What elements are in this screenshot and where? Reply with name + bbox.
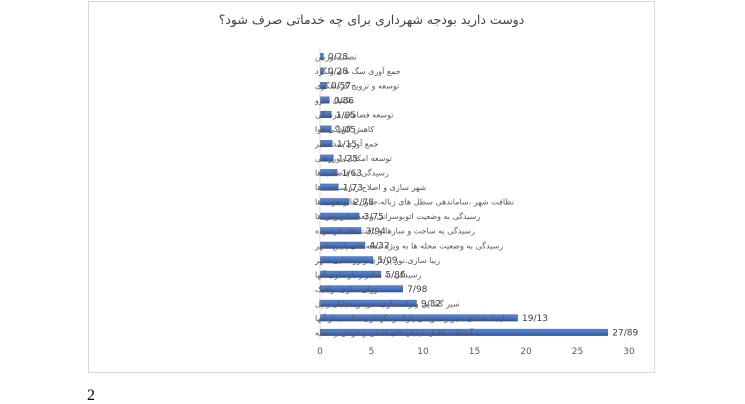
bar: [320, 67, 324, 75]
category-label: آسفالت کامل خیابان های اصلی و فرعی و محل…: [315, 327, 474, 337]
x-tick-label: 25: [572, 347, 583, 357]
category-label: زیبا سازی،نور پردازی و روشنایی شهر: [314, 256, 440, 265]
category-label: تکمیل مترو: [314, 96, 352, 105]
x-tick-label: 30: [623, 347, 635, 357]
data-label: 27/89: [612, 329, 638, 339]
axis-layer: 0 5 10 15 20 25 30: [317, 49, 635, 357]
category-label: کاهش آلودگی هوا: [315, 124, 374, 134]
bar: [320, 285, 403, 293]
data-label: 1/63: [342, 169, 362, 179]
category-label: سیر گشایی و راه سازی،تعریض خیابان و پل: [315, 298, 460, 308]
category-label: رسیدگی به فاضلاب ها: [315, 168, 389, 178]
bar: [320, 169, 338, 177]
bar: [320, 125, 332, 133]
x-tick-label: 15: [469, 347, 480, 357]
bar: [320, 299, 417, 307]
data-label: 0/86: [334, 96, 354, 106]
category-label: نصب دوربین: [315, 53, 357, 62]
data-label: 0/57: [331, 82, 351, 92]
data-label: 1/15: [337, 140, 357, 150]
x-tick-label: 20: [520, 347, 532, 357]
bar: [320, 96, 330, 104]
bar: [320, 256, 374, 264]
data-label: 0/28: [328, 53, 348, 63]
bar: [320, 212, 360, 220]
category-label: ایجاد فضای سبز و تفریحی،پارک و نگهداری م…: [315, 313, 504, 323]
chart-title: دوست دارید بودجه شهرداری برای چه خدماتی …: [218, 12, 525, 27]
bars-layer: [320, 53, 608, 336]
category-label: روان سازی ترافیک: [315, 285, 378, 294]
data-label: 5/09: [377, 256, 397, 266]
bar: [320, 154, 334, 162]
x-tick-label: 0: [317, 347, 323, 357]
category-label: رسیدگی به وضعیت اتوبوسرانی و تعداد اتوبو…: [315, 211, 480, 221]
data-label: 4/32: [369, 241, 389, 251]
data-label: 7/98: [407, 285, 427, 295]
bar: [320, 82, 327, 89]
data-label: 9/32: [421, 300, 441, 310]
data-label: 19/13: [522, 314, 548, 324]
data-label: 3/75: [364, 212, 384, 222]
data-label: 0/28: [328, 67, 348, 77]
bar: [320, 140, 333, 148]
category-label: جمع آوری سگ های ولگرد: [315, 66, 401, 76]
category-label: رسیدگی به معابر و بازسازی آنها: [315, 269, 421, 279]
data-label: 5/86: [385, 271, 405, 281]
bar: [320, 270, 382, 278]
x-tick-label: 5: [369, 347, 375, 357]
bar: [320, 227, 362, 235]
page-number: 2: [87, 387, 95, 404]
bar: [320, 111, 332, 119]
category-label: توسعه و ترویج گردشگری: [315, 81, 399, 91]
category-label: رسیدگی به وضعیت محله ها به ویژه محله های…: [314, 240, 503, 250]
bar: [320, 314, 518, 322]
category-label: رسیدگی به ساخت و سازها و بافت های فرسوده: [315, 226, 475, 236]
category-label: جمع آوری سد معبر: [314, 139, 379, 149]
data-label: 1/25: [338, 154, 358, 164]
bar: [320, 53, 324, 60]
bar: [320, 198, 350, 206]
bar: [320, 241, 366, 249]
data-label: 2/78: [354, 198, 374, 208]
data-label: 3/94: [366, 227, 386, 237]
category-label: توسعه امکانات ورزشی: [315, 154, 392, 163]
bar: [320, 183, 339, 191]
x-tick-label: 10: [417, 347, 429, 357]
category-label: نظافت شهر ،ساماندهی سطل های زباله،جدول ه…: [315, 198, 514, 207]
data-label: 1/05: [336, 125, 356, 135]
data-label: 1/05: [336, 111, 356, 121]
category-label: توسعه فضاهای فرهنگی: [315, 110, 393, 120]
category-label: شهر سازی و اصلاح زیر ساخت ها: [315, 183, 427, 192]
chart-frame: دوست دارید بودجه شهرداری برای چه خدماتی …: [88, 1, 655, 373]
data-label: 1/73: [343, 183, 363, 193]
bar: [320, 328, 608, 336]
